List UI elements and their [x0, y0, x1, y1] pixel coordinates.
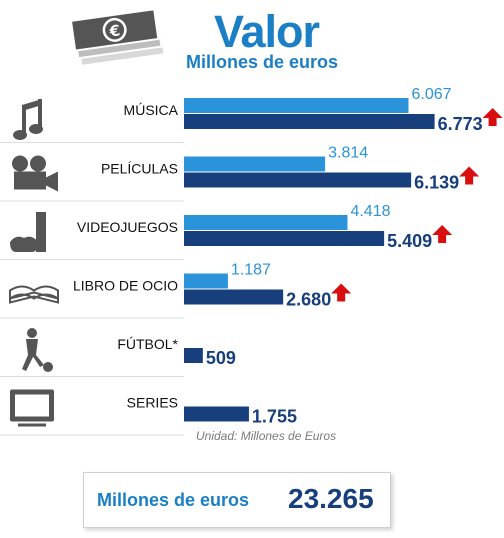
value-label-2012-musica: 6.773: [438, 114, 483, 134]
value-label-2012-videojuegos: 5.409: [387, 231, 432, 251]
unit-note: Unidad: Millones de Euros: [196, 429, 337, 443]
value-label-2012-libro-de-ocio: 2.680: [286, 290, 331, 310]
bar-2012-futbol: [184, 348, 203, 363]
music-note-icon: [13, 99, 43, 140]
tv-icon: [10, 389, 54, 427]
increase-arrow-icon: [331, 283, 352, 302]
value-label-2011-musica: 6.067: [411, 86, 451, 103]
film-camera-icon: [12, 155, 58, 192]
value-label-2011-libro-de-ocio: 1.187: [231, 262, 271, 279]
bar-2012-peliculas: [184, 172, 412, 188]
game-console-icon: [10, 212, 46, 252]
value-label-2012-series: 1.755: [252, 407, 297, 427]
bar-2011-musica: [184, 98, 409, 113]
bar-2011-videojuegos: [184, 215, 348, 230]
value-label-2011-videojuegos: 4.418: [350, 203, 390, 220]
category-label-videojuegos: VIDEOJUEGOS: [77, 219, 178, 235]
category-label-peliculas: PELÍCULAS: [101, 161, 178, 177]
football-player-icon: [22, 328, 53, 372]
total-label: Millones de euros: [97, 490, 250, 510]
increase-arrow-icon: [432, 225, 453, 243]
bar-2011-peliculas: [184, 156, 326, 172]
category-label-musica: MÚSICA: [124, 102, 179, 118]
money-icon: €: [72, 8, 166, 68]
bar-2012-musica: [184, 114, 435, 129]
total-box: Millones de euros 23.265: [83, 472, 391, 528]
value-label-2011-peliculas: 3.814: [328, 145, 368, 162]
increase-arrow-icon: [459, 166, 480, 185]
increase-arrow-icon: [482, 108, 503, 126]
value-label-2012-peliculas: 6.139: [414, 173, 459, 193]
category-label-libro-de-ocio: LIBRO DE OCIO: [73, 278, 178, 294]
bar-chart: MÚSICA 6.067 6.773 PELÍCULAS 3.814 6.139 VIDEO…: [0, 86, 503, 436]
chart-title: Valor: [214, 6, 320, 57]
value-label-2012-futbol: 509: [206, 348, 236, 368]
bar-2012-libro-de-ocio: [184, 289, 284, 305]
category-label-series: SERIES: [127, 395, 178, 411]
total-value: 23.265: [288, 483, 374, 514]
category-label-futbol: FÚTBOL*: [117, 336, 178, 352]
svg-text:€: €: [107, 21, 121, 40]
bar-2011-libro-de-ocio: [184, 273, 228, 289]
bar-2012-videojuegos: [184, 231, 385, 246]
book-icon: [9, 285, 59, 304]
bar-2012-series: [184, 406, 249, 422]
chart-subtitle: Millones de euros: [186, 52, 339, 72]
